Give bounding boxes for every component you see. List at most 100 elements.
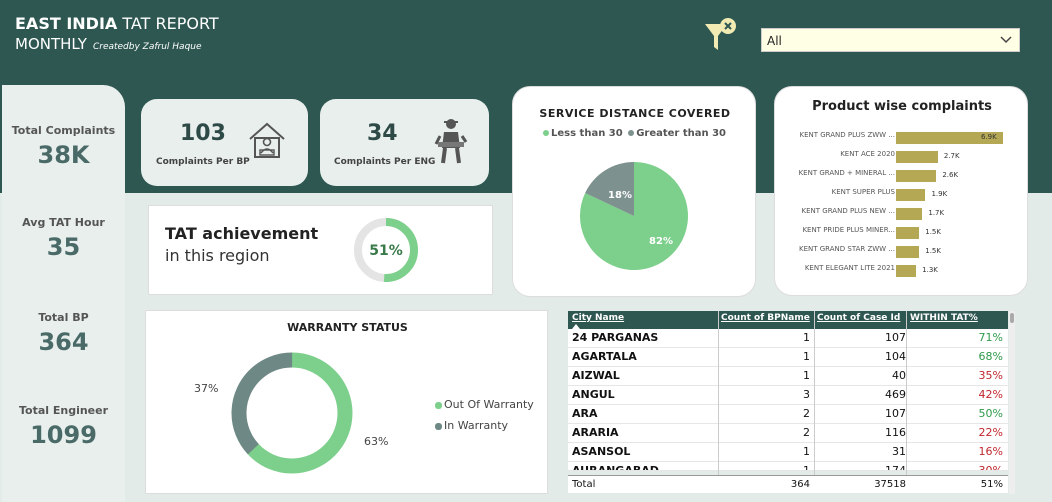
column-divider — [718, 311, 719, 475]
slice-label-out: 63% — [364, 435, 389, 448]
product-value-label: 6.9K — [981, 133, 997, 141]
cell-cases: 31 — [892, 445, 906, 458]
product-name: KENT GRAND PLUS ZWW ... — [799, 131, 896, 139]
table-row[interactable]: ARA 2 107 50% — [568, 405, 1008, 424]
complaints-per-bp-card: 103 Complaints Per BP — [141, 99, 308, 186]
header-tat[interactable]: WITHIN TAT% — [910, 313, 978, 323]
table-row[interactable]: AGARTALA 1 104 68% — [568, 348, 1008, 367]
legend-label: In Warranty — [444, 419, 509, 432]
product-bar-row[interactable]: KENT SUPER PLUS 1.9K — [775, 187, 1029, 201]
header-bp[interactable]: Count of BPName — [721, 313, 810, 323]
tat-gauge: 51% — [354, 218, 418, 282]
chart-title: Product wise complaints — [812, 99, 992, 114]
region-filter-dropdown[interactable]: All — [761, 28, 1020, 52]
product-value-label: 2.7K — [943, 152, 960, 160]
column-divider — [814, 311, 815, 475]
product-bar[interactable] — [896, 227, 920, 239]
table-row[interactable]: ANGUL 3 469 42% — [568, 386, 1008, 405]
cell-city: ANGUL — [572, 388, 615, 401]
product-bar-row[interactable]: KENT GRAND PLUS ZWW ... 6.9K — [775, 130, 1029, 144]
product-name: KENT GRAND PLUS NEW ... — [801, 207, 895, 215]
product-bar[interactable] — [896, 208, 923, 220]
product-bar-row[interactable]: KENT ELEGANT LITE 2021 1.3K — [775, 263, 1029, 277]
pie-slice-greater[interactable] — [585, 162, 634, 216]
product-name: KENT SUPER PLUS — [831, 188, 895, 196]
cell-tat: 68% — [978, 350, 1003, 363]
header-city[interactable]: City Name — [572, 313, 625, 323]
product-bar[interactable] — [896, 189, 926, 201]
gauge-label: 51% — [369, 243, 403, 259]
kpi-total-engineer: Total Engineer 1099 — [2, 404, 125, 449]
kpi-value: 1099 — [30, 421, 97, 449]
cell-tat: 50% — [978, 407, 1003, 420]
product-bar[interactable] — [896, 246, 920, 258]
kpi-label: Total Engineer — [18, 404, 109, 417]
pie-label-less: 82% — [649, 236, 673, 247]
kpi-total-complaints: Total Complaints 38K — [2, 124, 125, 169]
cell-bp: 1 — [803, 350, 810, 363]
scrollbar-thumb[interactable] — [1010, 313, 1014, 323]
header-cases[interactable]: Count of Case Id — [817, 313, 901, 323]
product-value-label: 1.7K — [928, 209, 945, 217]
product-name: KENT ACE 2020 — [840, 150, 895, 158]
table-row[interactable]: 24 PARGANAS 1 107 71% — [568, 329, 1008, 348]
card-label: Complaints Per BP — [156, 157, 250, 167]
slice-label-in: 37% — [194, 382, 219, 395]
card-value: 103 — [180, 121, 226, 146]
chevron-down-icon — [1000, 36, 1012, 44]
legend-dot-out — [435, 401, 442, 409]
product-bar-row[interactable]: KENT ACE 2020 2.7K — [775, 149, 1029, 163]
cell-tat: 35% — [978, 369, 1003, 382]
gauge-fill — [354, 218, 418, 282]
product-bar-row[interactable]: KENT GRAND STAR ZWW ... 1.5K — [775, 244, 1029, 258]
cell-bp: 2 — [803, 407, 810, 420]
report-title: TAT REPORT — [122, 14, 219, 33]
product-bar-row[interactable]: KENT GRAND PLUS NEW ... 1.7K — [775, 206, 1029, 220]
product-bar-row[interactable]: KENT GRAND + MINERAL ... 2.6K — [775, 168, 1029, 182]
legend-less: Less than 30 — [551, 128, 623, 139]
product-bar[interactable] — [896, 265, 917, 277]
tat-achievement-card: TAT achievement in this region 51% — [148, 205, 493, 295]
cell-bp: 1 — [803, 445, 810, 458]
sort-ascending-icon[interactable] — [572, 323, 580, 329]
product-bar[interactable] — [896, 170, 937, 182]
chart-title: WARRANTY STATUS — [287, 321, 408, 334]
cell-city: ARARIA — [572, 426, 619, 439]
column-divider — [906, 311, 907, 475]
cell-cases: 116 — [885, 426, 906, 439]
table-row[interactable]: AURANGABAD 1 174 30% — [568, 462, 1008, 471]
clear-filter-icon[interactable] — [703, 16, 741, 58]
product-complaints-card: Product wise complaints KENT GRAND PLUS … — [774, 86, 1028, 296]
city-table: City Name Count of BPName Count of Case … — [568, 311, 1015, 494]
cell-bp: 3 — [803, 388, 810, 401]
cell-bp: 1 — [803, 369, 810, 382]
total-label: Total — [572, 479, 596, 490]
region-filter-value: All — [767, 34, 782, 48]
table-row[interactable]: AIZWAL 1 40 35% — [568, 367, 1008, 386]
total-cases: 37518 — [874, 479, 906, 490]
total-tat: 51% — [980, 479, 1003, 490]
product-value-label: 1.9K — [931, 190, 948, 198]
card-value: 34 — [367, 121, 398, 146]
table-row[interactable]: ARARIA 2 116 22% — [568, 424, 1008, 443]
product-bar[interactable] — [896, 151, 938, 163]
cell-bp: 2 — [803, 426, 810, 439]
kpi-value: 364 — [38, 328, 89, 356]
creator-credit: Createdby Zafrul Haque — [92, 41, 202, 52]
product-name: KENT ELEGANT LITE 2021 — [804, 264, 895, 272]
legend-in-warranty: In Warranty — [435, 419, 508, 432]
cell-city: ASANSOL — [572, 445, 631, 458]
product-bar[interactable] — [896, 132, 1003, 144]
table-scrollbar[interactable] — [1009, 311, 1015, 494]
product-value-label: 2.6K — [942, 171, 959, 179]
kpi-label: Total BP — [38, 311, 89, 324]
product-bar-row[interactable]: KENT PRIDE PLUS MINER... 1.5K — [775, 225, 1029, 239]
engineer-icon — [434, 119, 468, 164]
table-row[interactable]: ASANSOL 1 31 16% — [568, 443, 1008, 462]
report-subtitle: MONTHLY — [15, 34, 87, 53]
cell-cases: 107 — [885, 407, 906, 420]
cell-city: AURANGABAD — [572, 464, 659, 471]
product-name: KENT PRIDE PLUS MINER... — [802, 226, 895, 234]
donut-slice-in-warranty[interactable] — [230, 351, 354, 475]
chart-legend: Less than 30 Greater than 30 — [543, 128, 726, 139]
